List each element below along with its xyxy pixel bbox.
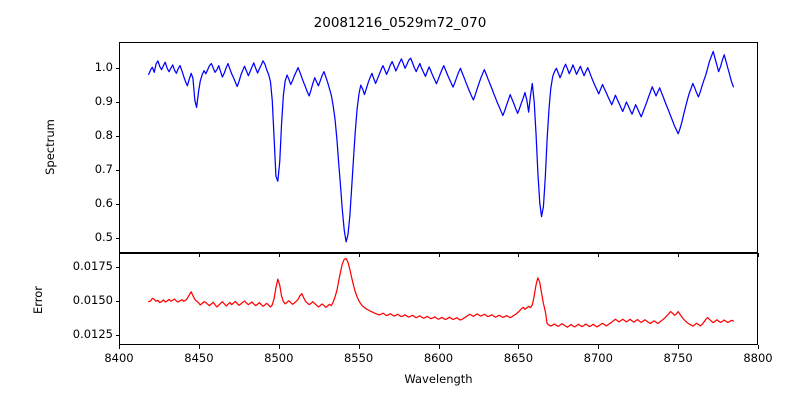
xtick-label: 8500 (264, 351, 294, 365)
error-data-line (148, 258, 735, 328)
spectrum-ytick-mark (115, 203, 119, 205)
spectrum-ytick-label: 0.5 (94, 229, 113, 244)
xtick-mark (518, 345, 520, 349)
page-title: 20081216_0529m72_070 (313, 15, 487, 31)
error-ytick-label: 0.0125 (72, 326, 113, 341)
spectrum-ytick-label: 0.7 (94, 161, 113, 176)
xtick-label: 8400 (104, 351, 134, 365)
xtick-mark (198, 345, 200, 349)
xtick-mark-upper (518, 253, 520, 257)
spectrum-ytick-mark (115, 169, 119, 171)
xtick-mark-upper (438, 253, 440, 257)
spectrum-data-line (148, 50, 735, 243)
xtick-label: 8550 (343, 351, 374, 365)
error-ytick-label: 0.0175 (72, 259, 113, 274)
x-axis-label: Wavelength (404, 372, 473, 386)
xtick-mark (438, 345, 440, 349)
xtick-mark-upper (198, 253, 200, 257)
error-ytick-mark (115, 334, 119, 336)
xtick-label: 8450 (184, 351, 214, 365)
xtick-mark-upper (119, 253, 120, 257)
xtick-mark (758, 345, 759, 349)
error-plot-area (148, 258, 735, 328)
spectrum-ytick-label: 1.0 (94, 59, 113, 74)
error-axes (119, 253, 758, 345)
spectrum-ytick-label: 0.6 (94, 195, 113, 210)
xtick-mark-upper (358, 253, 360, 257)
xtick-mark-upper (598, 253, 600, 257)
xtick-mark (278, 345, 280, 349)
spectrum-ytick-label: 0.9 (94, 93, 113, 108)
xtick-label: 8800 (743, 351, 773, 365)
spectrum-axes (119, 42, 758, 253)
xtick-mark (119, 345, 120, 349)
error-ytick-mark (115, 301, 119, 302)
xtick-mark (598, 345, 600, 349)
error-ytick-label: 0.0150 (72, 293, 113, 307)
xtick-mark-upper (758, 253, 759, 257)
xtick-mark-upper (278, 253, 280, 257)
xtick-label: 8650 (503, 351, 534, 365)
spectrum-axis-label: Spectrum (43, 119, 57, 175)
spectrum-plot-area (148, 50, 735, 243)
spectrum-ytick-mark (115, 101, 119, 103)
spectrum-ytick-mark (115, 237, 119, 239)
error-ytick-mark (115, 267, 119, 269)
xtick-label: 8750 (663, 351, 693, 365)
spectrum-ytick-label: 0.8 (94, 127, 113, 142)
xtick-mark-upper (678, 253, 680, 257)
error-axis-label: Error (31, 285, 45, 315)
spectrum-ytick-mark (115, 135, 119, 137)
xtick-label: 8600 (423, 351, 454, 365)
xtick-mark (678, 345, 680, 349)
xtick-label: 8700 (583, 351, 613, 365)
spectrum-ytick-mark (115, 67, 119, 69)
xtick-mark (358, 345, 360, 349)
